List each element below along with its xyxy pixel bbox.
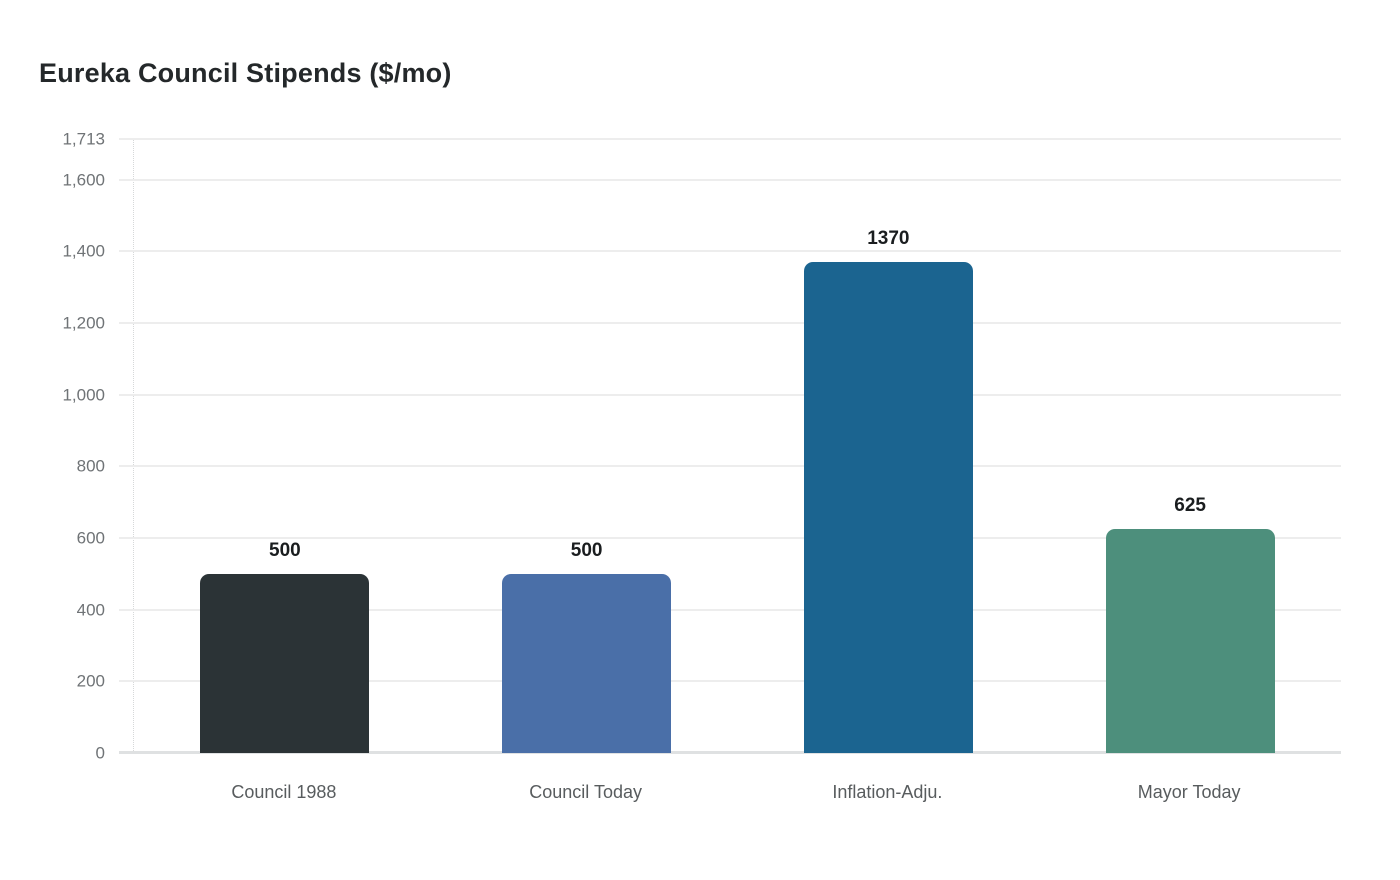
y-tick-label: 1,713 <box>62 129 105 149</box>
x-axis-category-labels: Council 1988 Council Today Inflation-Adju.… <box>133 781 1340 804</box>
baseline-gridline <box>119 751 1341 754</box>
bar-slot: 1370 <box>738 139 1040 753</box>
y-tick-label: 400 <box>76 600 105 620</box>
y-tick-label: 1,600 <box>62 170 105 190</box>
x-category-label: Council 1988 <box>231 782 337 802</box>
y-tick-label: 1,000 <box>62 385 105 405</box>
y-tick-label: 200 <box>76 671 105 691</box>
bar-council-1988: 500 <box>200 541 370 753</box>
gridline <box>119 536 1341 539</box>
chart-title: Eureka Council Stipends ($/mo) <box>39 58 452 88</box>
y-tick-label: 1,400 <box>62 241 105 261</box>
y-axis-tick-labels: 1,713 1,600 1,400 1,200 1,000 800 600 400 200 0 <box>0 131 105 762</box>
bar-mayor-today: 625 <box>1105 496 1275 753</box>
gridline <box>119 178 1341 181</box>
bar-slot: 625 <box>1039 139 1341 753</box>
bar-slot: 500 <box>436 139 738 753</box>
bar-value-label: 500 <box>269 539 301 561</box>
y-tick-label: 0 <box>95 743 105 763</box>
gridline <box>119 393 1341 396</box>
gridline <box>119 138 1341 140</box>
gridline <box>119 680 1341 683</box>
gridline <box>119 465 1341 468</box>
y-tick-label: 600 <box>76 528 105 548</box>
bar-value-label: 500 <box>570 539 603 561</box>
y-tick-label: 1,200 <box>62 313 105 333</box>
x-category-label: Council Today <box>529 782 642 802</box>
bar-value-label: 1370 <box>867 227 910 249</box>
y-tick-label: 800 <box>76 456 105 476</box>
gridline <box>119 608 1341 611</box>
bars-container: 500 500 1370 625 <box>134 139 1341 753</box>
plot-area: 500 500 1370 625 <box>119 138 1341 754</box>
bar-inflation-adju: 1370 <box>803 229 973 753</box>
bar-slot: 500 <box>134 139 436 753</box>
bar-value-label: 625 <box>1174 494 1206 516</box>
bar-council-today: 500 <box>502 541 672 753</box>
gridline <box>119 250 1341 253</box>
x-category-label: Inflation-Adju. <box>832 782 943 802</box>
gridline <box>119 321 1341 324</box>
x-category-label: Mayor Today <box>1137 782 1241 802</box>
